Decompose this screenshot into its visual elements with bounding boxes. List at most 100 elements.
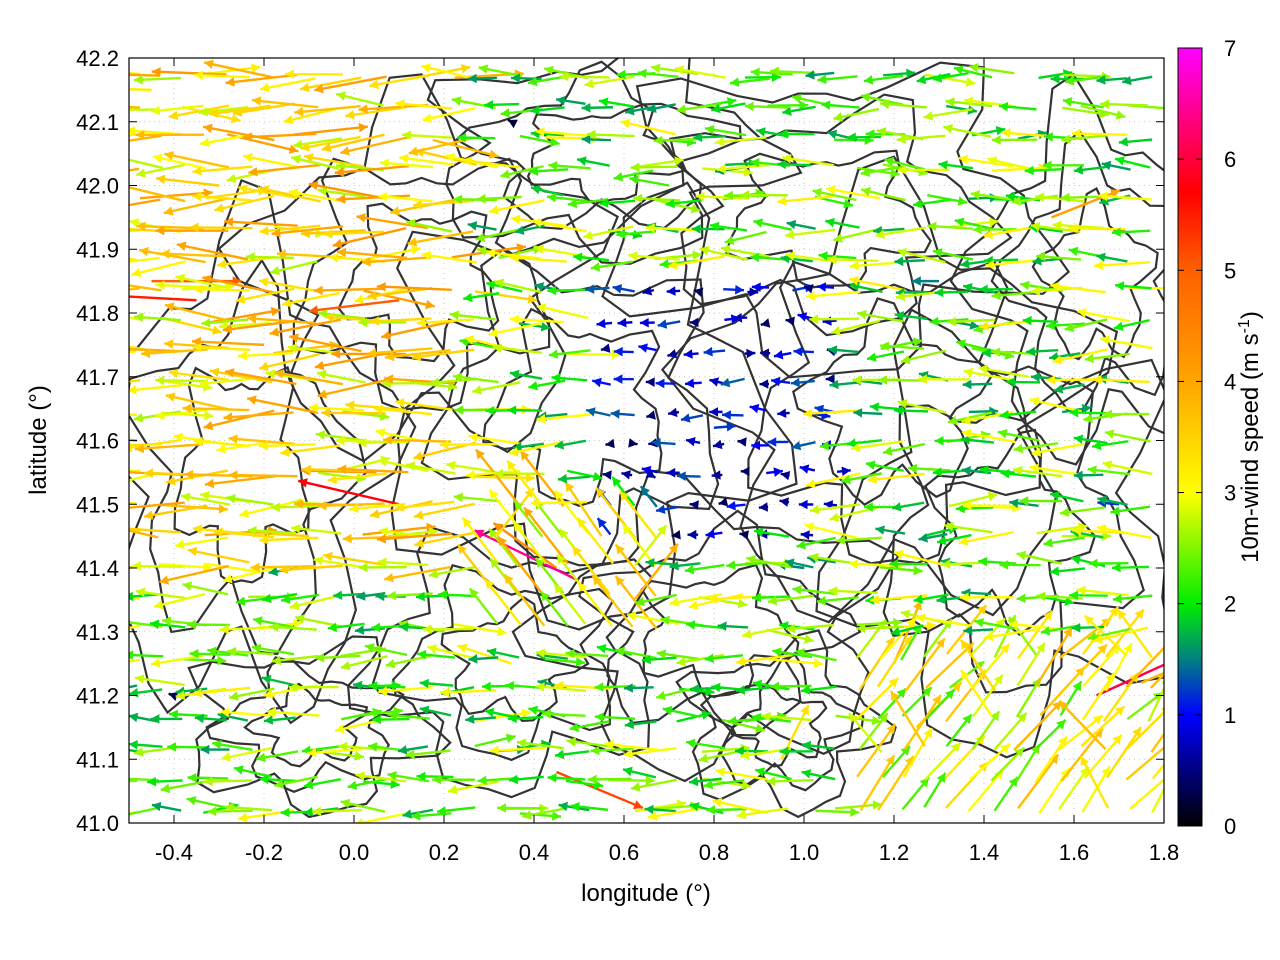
wind-vector bbox=[547, 773, 586, 783]
wind-vector bbox=[135, 587, 186, 600]
wind-vector bbox=[724, 230, 767, 245]
wind-vector bbox=[688, 776, 722, 787]
x-axis-ticks: -0.4 -0.2 0.0 0.2 0.4 0.6 0.8 1.0 1.2 1.4 1.6 1.8 bbox=[155, 58, 1179, 865]
wind-vector bbox=[259, 440, 316, 451]
wind-vector bbox=[165, 392, 230, 411]
wind-vector bbox=[761, 711, 812, 722]
wind-vector bbox=[432, 774, 475, 785]
wind-vector bbox=[591, 574, 634, 628]
wind-vector bbox=[247, 314, 316, 325]
wind-vector bbox=[280, 444, 340, 457]
wind-vector bbox=[703, 779, 745, 790]
colorbar-tick-label: 4 bbox=[1224, 369, 1236, 394]
wind-vector bbox=[676, 653, 725, 667]
wind-vector bbox=[695, 191, 748, 202]
wind-vector bbox=[285, 69, 343, 79]
wind-vector bbox=[207, 806, 253, 817]
wind-vector bbox=[221, 746, 273, 762]
terrain-contour-line bbox=[205, 656, 405, 793]
wind-vector bbox=[269, 318, 342, 337]
wind-vector bbox=[647, 807, 703, 821]
wind-vector bbox=[263, 715, 296, 725]
wind-vector bbox=[671, 530, 681, 540]
wind-vector bbox=[387, 771, 430, 783]
wind-vector bbox=[1051, 189, 1121, 219]
wind-vector bbox=[129, 134, 162, 142]
wind-vector bbox=[604, 739, 659, 751]
wind-vector bbox=[237, 350, 294, 361]
wind-vector bbox=[947, 411, 992, 426]
wind-vector bbox=[381, 319, 454, 340]
wind-vector bbox=[630, 162, 678, 173]
wind-vector bbox=[129, 73, 160, 77]
wind-vector bbox=[419, 678, 454, 689]
wind-vector bbox=[281, 291, 340, 308]
wind-vector bbox=[800, 530, 814, 540]
wind-vector bbox=[468, 587, 499, 625]
wind-vector bbox=[711, 470, 723, 480]
wind-vector bbox=[711, 102, 746, 114]
wind-vector bbox=[955, 503, 994, 514]
wind-vector bbox=[880, 99, 927, 109]
y-tick-label: 41.1 bbox=[76, 747, 119, 772]
wind-vector bbox=[958, 530, 1014, 546]
y-tick-label: 41.2 bbox=[76, 684, 119, 709]
wind-vector bbox=[259, 535, 319, 545]
wind-vector bbox=[509, 369, 543, 380]
wind-vector bbox=[548, 349, 591, 359]
wind-vector bbox=[897, 399, 947, 414]
wind-vector bbox=[896, 248, 946, 264]
wind-vector bbox=[449, 310, 496, 321]
wind-vector bbox=[395, 500, 455, 512]
y-tick-label: 42.0 bbox=[76, 174, 119, 199]
wind-vector bbox=[1097, 495, 1128, 506]
wind-vector bbox=[340, 136, 409, 156]
wind-vector bbox=[879, 565, 923, 576]
wind-vector bbox=[180, 492, 231, 506]
wind-vector bbox=[149, 619, 186, 630]
wind-vector bbox=[816, 596, 859, 606]
wind-vector bbox=[689, 802, 724, 815]
wind-vector bbox=[997, 429, 1040, 442]
wind-vector bbox=[259, 224, 321, 236]
wind-vector bbox=[709, 407, 723, 417]
wind-vector bbox=[635, 593, 677, 607]
wind-vector bbox=[620, 118, 676, 136]
wind-vector bbox=[269, 622, 317, 632]
wind-vector bbox=[608, 775, 655, 786]
wind-vector bbox=[467, 221, 497, 231]
wind-vector bbox=[629, 175, 670, 187]
wind-vector bbox=[1024, 165, 1063, 176]
wind-vector bbox=[129, 684, 138, 689]
wind-vector bbox=[129, 806, 161, 816]
wind-vector bbox=[194, 713, 227, 724]
terrain-contour-line bbox=[730, 683, 828, 768]
wind-vector bbox=[713, 421, 736, 432]
wind-vector bbox=[760, 348, 771, 358]
wind-vector bbox=[369, 74, 429, 90]
wind-vector bbox=[532, 218, 587, 233]
wind-vector bbox=[1009, 498, 1039, 508]
wind-vector bbox=[945, 713, 973, 748]
wind-vector bbox=[971, 643, 1011, 689]
wind-vector bbox=[516, 738, 564, 750]
wind-vector bbox=[662, 705, 701, 719]
wind-vector bbox=[566, 737, 614, 749]
wind-vector bbox=[947, 316, 996, 327]
wind-vector bbox=[373, 404, 433, 416]
y-tick-label: 41.8 bbox=[76, 301, 119, 326]
wind-vector bbox=[712, 798, 768, 815]
wind-vector bbox=[192, 686, 251, 698]
wind-vector bbox=[924, 741, 962, 781]
wind-vector bbox=[903, 694, 942, 750]
wind-vector bbox=[767, 100, 809, 111]
wind-vector bbox=[860, 165, 904, 177]
wind-vector bbox=[129, 229, 141, 233]
wind-vector bbox=[590, 745, 634, 756]
wind-vector bbox=[1106, 726, 1142, 779]
wind-vector bbox=[475, 228, 520, 243]
x-tick-label: 0.2 bbox=[429, 840, 460, 865]
wind-vector bbox=[256, 750, 299, 763]
wind-vector bbox=[508, 440, 565, 457]
wind-vector bbox=[506, 459, 544, 507]
